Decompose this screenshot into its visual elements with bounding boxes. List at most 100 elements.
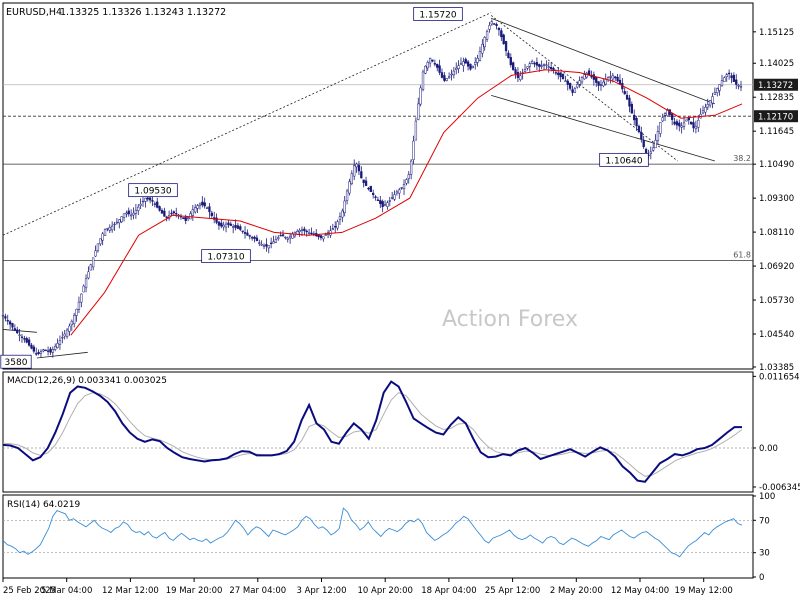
candle-body (122, 213, 126, 218)
candle-body (108, 227, 111, 231)
price-tick-label-4: 1.10490 (759, 160, 794, 170)
candle-body (412, 140, 415, 160)
candle-body (663, 113, 667, 116)
candle-body (336, 221, 339, 229)
candle-body (158, 206, 161, 211)
candle-body (540, 65, 543, 67)
candle-body (443, 75, 446, 81)
candle-body (258, 242, 261, 244)
candle-body (220, 222, 223, 227)
rsi-series (2, 507, 753, 558)
candle-body (251, 237, 254, 239)
price-axis: 1.15125 1.14025 1.12835 1.11645 1.10490 1.093… (753, 28, 798, 373)
candle-body (353, 165, 356, 177)
candle-body (20, 336, 24, 338)
candle-body (331, 228, 334, 230)
candle-body (160, 210, 164, 214)
candle-body (208, 206, 211, 213)
candle-body (692, 122, 695, 129)
candle-body (39, 351, 43, 354)
candle-body (132, 212, 135, 216)
candle-body (497, 27, 501, 31)
rsi-tick-label-0: 100 (759, 492, 775, 502)
time-tick-label-8: 25 Apr 12:00 (485, 586, 540, 596)
time-tick-label-2: 12 Mar 12:00 (102, 586, 159, 596)
candle-body (580, 77, 584, 83)
candle-body (554, 72, 558, 74)
candle-body (716, 88, 719, 93)
candle-body (13, 328, 17, 331)
candle-body (419, 87, 422, 105)
candle-body (27, 339, 31, 346)
candle-body (500, 30, 503, 38)
candle-body (345, 190, 349, 201)
price-tick-label-0: 1.15125 (759, 28, 794, 38)
candle-body (11, 323, 14, 328)
candle-body (732, 74, 736, 82)
candle-body (272, 241, 275, 244)
time-tick-label-6: 10 Apr 20:00 (357, 586, 412, 596)
time-tick-label-4: 27 Mar 04:00 (229, 586, 286, 596)
swing-label-4: 3580 (5, 358, 28, 368)
candle-body (191, 209, 194, 216)
candle-body (469, 63, 472, 70)
candle-body (545, 64, 548, 66)
candle-body (343, 200, 346, 213)
candle-body (720, 80, 724, 87)
candle-body (459, 63, 463, 65)
rsi-title: RSI(14) 64.0219 (7, 500, 80, 510)
early-line-1 (36, 351, 88, 359)
candle-body (232, 226, 235, 228)
candle-body (224, 223, 228, 228)
candle-body (678, 122, 681, 127)
candle-body (61, 337, 64, 339)
candle-body (355, 163, 358, 168)
candle-body (46, 350, 50, 352)
candle-body (431, 59, 434, 62)
candle-body (502, 34, 505, 45)
candle-body (690, 121, 693, 125)
candle-body (592, 74, 596, 80)
candle-body (701, 110, 705, 114)
price-tick-label-7: 1.06920 (759, 262, 794, 272)
candle-body (362, 179, 365, 183)
candle-body (428, 57, 432, 64)
candle-body (723, 77, 726, 82)
candle-body (578, 80, 581, 85)
candle-body (391, 197, 394, 199)
candle-body (139, 203, 142, 206)
candle-body (633, 114, 636, 121)
candle-body (409, 160, 413, 175)
candle-body (417, 103, 420, 120)
candle-body (234, 224, 237, 228)
candle-body (248, 235, 251, 237)
candle-body (628, 97, 631, 107)
candle-body (65, 329, 69, 337)
candle-body (146, 197, 149, 200)
chart-ohlc: 1.13325 1.13326 1.13243 1.13272 (60, 7, 226, 18)
watermark: Action Forex (442, 307, 578, 332)
candle-body (317, 234, 320, 238)
candle-body (421, 71, 425, 90)
candle-body (115, 221, 119, 224)
candle-body (414, 120, 418, 141)
candle-body (92, 257, 95, 268)
candle-body (488, 25, 491, 30)
candle-body (673, 121, 676, 125)
rsi-line (2, 507, 743, 558)
candle-body (222, 224, 225, 228)
candle-body (547, 66, 550, 68)
candle-body (682, 122, 686, 127)
candle-body (163, 210, 166, 217)
candle-body (718, 84, 721, 91)
candle-body (538, 64, 541, 67)
time-tick-label-9: 2 May 20:00 (550, 586, 603, 596)
candle-body (89, 264, 92, 271)
candle-body (561, 74, 565, 80)
moving-average-line (70, 69, 743, 336)
candle-body (25, 338, 28, 343)
candle-body (236, 225, 240, 229)
candle-body (504, 41, 508, 52)
candle-body (704, 107, 707, 113)
